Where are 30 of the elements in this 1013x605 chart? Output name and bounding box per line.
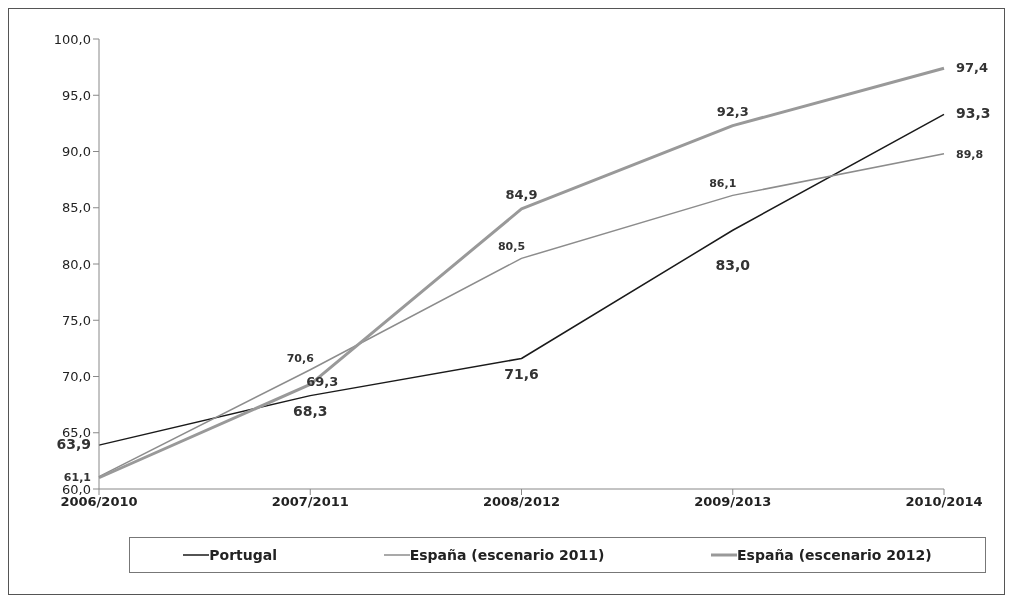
data-label: 93,3 [956, 105, 991, 122]
data-label: 89,8 [956, 147, 984, 161]
y-tick-label: 95,0 [62, 87, 91, 103]
data-label: 80,5 [497, 240, 526, 254]
data-label: 71,6 [504, 365, 539, 382]
data-label: 68,3 [292, 402, 328, 419]
x-tick-label: 2006/2010 [60, 494, 138, 510]
data-label: 70,6 [286, 351, 315, 365]
x-tick-label: 2007/2011 [271, 494, 349, 510]
legend-label: España (escenario 2012) [737, 547, 932, 563]
data-label: 86,1 [709, 177, 737, 191]
y-tick-label: 90,0 [62, 144, 91, 160]
data-label: 69,3 [306, 374, 339, 390]
y-tick-label: 80,0 [62, 256, 91, 272]
data-label: 84,9 [505, 186, 538, 202]
y-tick-label: 60,0 [62, 481, 91, 497]
legend-label: Portugal [209, 547, 278, 563]
line-series [97, 66, 946, 480]
x-tick-label: 2008/2012 [482, 494, 561, 510]
y-tick-label: 85,0 [62, 200, 91, 216]
data-label: 61,1 [63, 470, 91, 484]
data-label: 83,0 [715, 257, 751, 274]
y-tick-label: 75,0 [62, 312, 91, 328]
legend-label: España (escenario 2011) [409, 547, 605, 563]
y-tick-label: 70,0 [62, 369, 91, 385]
x-tick-label: 2010/2014 [905, 494, 983, 510]
data-label: 97,4 [956, 60, 989, 76]
y-tick-label: 100,0 [53, 31, 91, 47]
data-label: 92,3 [716, 103, 749, 119]
x-tick-label: 2009/2013 [694, 494, 772, 510]
